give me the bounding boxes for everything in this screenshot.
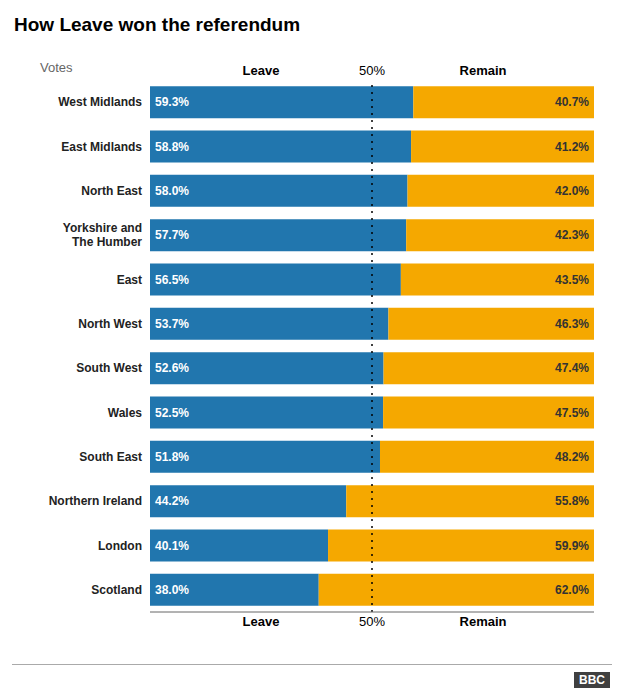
svg-text:Leave: Leave [243,63,280,78]
svg-text:Scotland: Scotland [91,583,142,597]
svg-text:Remain: Remain [460,63,507,78]
svg-text:50%: 50% [359,614,385,629]
svg-text:59.3%: 59.3% [155,95,189,109]
svg-text:40.7%: 40.7% [555,95,589,109]
svg-text:47.5%: 47.5% [555,406,589,420]
svg-text:58.8%: 58.8% [155,140,189,154]
svg-text:Leave: Leave [243,614,280,629]
svg-text:Yorkshire andThe Humber: Yorkshire andThe Humber [63,221,142,249]
svg-text:59.9%: 59.9% [555,539,589,553]
svg-text:42.0%: 42.0% [555,184,589,198]
svg-text:52.6%: 52.6% [155,361,189,375]
html-text:BBC: BBC [579,673,605,687]
svg-text:West Midlands: West Midlands [58,95,142,109]
svg-text:43.5%: 43.5% [555,273,589,287]
svg-text:50%: 50% [359,63,385,78]
svg-text:55.8%: 55.8% [555,494,589,508]
svg-text:42.3%: 42.3% [555,228,589,242]
svg-text:South West: South West [76,361,142,375]
svg-text:44.2%: 44.2% [155,494,189,508]
svg-text:46.3%: 46.3% [555,317,589,331]
svg-text:East: East [117,273,142,287]
svg-text:East Midlands: East Midlands [61,140,142,154]
svg-text:58.0%: 58.0% [155,184,189,198]
svg-text:South East: South East [79,450,142,464]
svg-text:North West: North West [78,317,142,331]
svg-text:52.5%: 52.5% [155,406,189,420]
svg-text:41.2%: 41.2% [555,140,589,154]
svg-text:47.4%: 47.4% [555,361,589,375]
svg-text:Northern Ireland: Northern Ireland [49,494,142,508]
svg-text:Wales: Wales [108,406,143,420]
svg-text:40.1%: 40.1% [155,539,189,553]
svg-text:56.5%: 56.5% [155,273,189,287]
svg-text:North East: North East [81,184,142,198]
svg-text:London: London [98,539,142,553]
svg-text:53.7%: 53.7% [155,317,189,331]
svg-text:48.2%: 48.2% [555,450,589,464]
svg-text:Remain: Remain [460,614,507,629]
html-text:Votes: Votes [40,60,73,75]
html-text:How Leave won the referendum: How Leave won the referendum [14,14,301,35]
svg-text:51.8%: 51.8% [155,450,189,464]
svg-text:62.0%: 62.0% [555,583,589,597]
svg-text:57.7%: 57.7% [155,228,189,242]
svg-text:38.0%: 38.0% [155,583,189,597]
